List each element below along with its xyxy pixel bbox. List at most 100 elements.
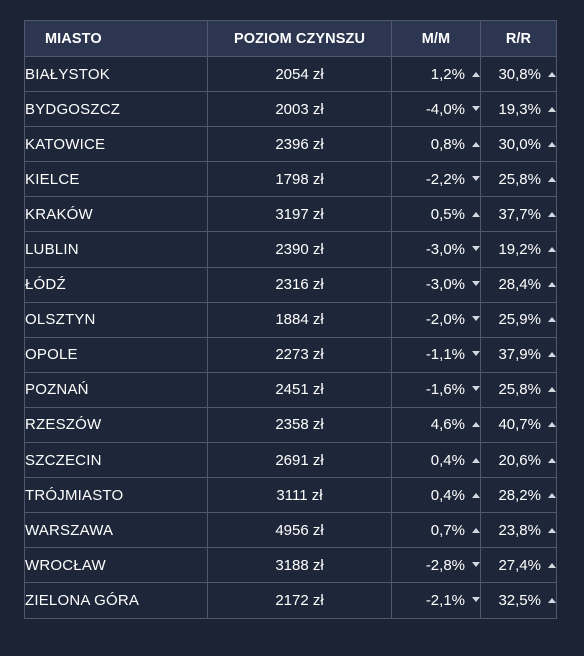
year-over-year-cell: 37,7% — [480, 196, 557, 233]
month-over-month-cell: -1,1% — [391, 336, 481, 373]
month-over-month-cell: -2,1% — [391, 582, 481, 619]
year-over-year-cell: 40,7% — [480, 406, 557, 444]
table-header: MIASTO POZIOM CZYNSZU M/M R/R — [24, 20, 557, 57]
month-over-month-value: 0,7% — [430, 521, 465, 539]
table-row: POZNAŃ 2451 zł -1,6% 25,8% — [24, 371, 557, 408]
city-cell: KRAKÓW — [24, 196, 208, 233]
table-row: ŁÓDŹ 2316 zł -3,0% 28,4% — [24, 266, 557, 303]
year-over-year-value: 27,4% — [498, 556, 541, 574]
triangle-down-icon — [472, 105, 480, 111]
month-over-month-value: 0,4% — [430, 486, 465, 504]
rent-level-cell: 1798 zł — [207, 161, 392, 198]
table-row: OLSZTYN 1884 zł -2,0% 25,9% — [24, 301, 557, 338]
year-over-year-value: 23,8% — [498, 521, 541, 539]
year-over-year-cell: 25,9% — [480, 301, 557, 338]
year-over-year-cell: 25,8% — [480, 371, 557, 408]
triangle-down-icon — [472, 386, 480, 392]
year-over-year-value: 20,6% — [498, 451, 541, 469]
month-over-month-value: -2,8% — [425, 556, 465, 574]
rent-level-cell: 2390 zł — [207, 231, 392, 268]
month-over-month-value: -4,0% — [425, 100, 465, 118]
city-cell: WARSZAWA — [24, 512, 208, 549]
month-over-month-value: 0,8% — [430, 135, 465, 153]
city-cell: BIAŁYSTOK — [24, 55, 208, 93]
month-over-month-value: -3,0% — [425, 241, 465, 259]
rent-level-cell: 2316 zł — [207, 266, 392, 303]
city-cell: TRÓJMIASTO — [24, 477, 208, 514]
year-over-year-value: 40,7% — [498, 416, 541, 434]
table-row: ZIELONA GÓRA 2172 zł -2,1% 32,5% — [24, 582, 557, 619]
rent-level-cell: 2396 zł — [207, 126, 392, 163]
rent-table: MIASTO POZIOM CZYNSZU M/M R/R BIAŁYSTOK 2… — [24, 20, 557, 619]
month-over-month-cell: -2,2% — [391, 161, 481, 198]
column-header-rent-level: POZIOM CZYNSZU — [207, 20, 392, 57]
triangle-up-icon — [548, 597, 556, 603]
city-cell: KATOWICE — [24, 126, 208, 163]
year-over-year-cell: 28,4% — [480, 266, 557, 303]
year-over-year-value: 19,3% — [498, 100, 541, 118]
triangle-up-icon — [472, 527, 480, 533]
month-over-month-cell: -2,0% — [391, 301, 481, 338]
column-header-year-over-year: R/R — [480, 20, 557, 57]
triangle-up-icon — [548, 527, 556, 533]
table-row: RZESZÓW 2358 zł 4,6% 40,7% — [24, 406, 557, 444]
triangle-up-icon — [472, 492, 480, 498]
year-over-year-value: 19,2% — [498, 241, 541, 259]
rent-level-cell: 3197 zł — [207, 196, 392, 233]
month-over-month-cell: 0,8% — [391, 126, 481, 163]
year-over-year-cell: 19,3% — [480, 91, 557, 128]
month-over-month-cell: -1,6% — [391, 371, 481, 408]
triangle-up-icon — [548, 457, 556, 463]
year-over-year-value: 28,4% — [498, 276, 541, 294]
header-row: MIASTO POZIOM CZYNSZU M/M R/R — [24, 20, 557, 57]
year-over-year-value: 25,8% — [498, 381, 541, 399]
table-body: BIAŁYSTOK 2054 zł 1,2% 30,8% BYDGOSZCZ 2003 z… — [24, 55, 557, 619]
table-row: BIAŁYSTOK 2054 zł 1,2% 30,8% — [24, 55, 557, 93]
year-over-year-value: 25,8% — [498, 170, 541, 188]
triangle-down-icon — [472, 281, 480, 287]
city-cell: RZESZÓW — [24, 406, 208, 444]
city-cell: POZNAŃ — [24, 371, 208, 408]
year-over-year-value: 30,0% — [498, 135, 541, 153]
year-over-year-cell: 28,2% — [480, 477, 557, 514]
month-over-month-cell: -2,8% — [391, 547, 481, 584]
triangle-down-icon — [472, 596, 480, 602]
month-over-month-value: 0,5% — [430, 205, 465, 223]
table-row: KATOWICE 2396 zł 0,8% 30,0% — [24, 126, 557, 163]
month-over-month-value: -2,2% — [425, 170, 465, 188]
year-over-year-cell: 19,2% — [480, 231, 557, 268]
month-over-month-cell: 0,4% — [391, 442, 481, 479]
rent-level-cell: 4956 zł — [207, 512, 392, 549]
month-over-month-value: -2,1% — [425, 591, 465, 609]
triangle-up-icon — [472, 141, 480, 147]
table-row: KRAKÓW 3197 zł 0,5% 37,7% — [24, 196, 557, 233]
city-cell: ŁÓDŹ — [24, 266, 208, 303]
triangle-up-icon — [472, 457, 480, 463]
triangle-up-icon — [548, 247, 556, 253]
triangle-up-icon — [548, 562, 556, 568]
triangle-up-icon — [548, 317, 556, 323]
month-over-month-value: 0,4% — [430, 451, 465, 469]
year-over-year-value: 37,7% — [498, 205, 541, 223]
triangle-up-icon — [548, 71, 556, 77]
month-over-month-value: -2,0% — [425, 311, 465, 329]
city-cell: OLSZTYN — [24, 301, 208, 338]
rent-level-cell: 1884 zł — [207, 301, 392, 338]
year-over-year-cell: 32,5% — [480, 582, 557, 619]
year-over-year-value: 37,9% — [498, 346, 541, 364]
triangle-down-icon — [472, 316, 480, 322]
year-over-year-value: 30,8% — [498, 65, 541, 83]
month-over-month-cell: -4,0% — [391, 91, 481, 128]
triangle-up-icon — [548, 352, 556, 358]
triangle-up-icon — [548, 492, 556, 498]
city-cell: ZIELONA GÓRA — [24, 582, 208, 619]
triangle-up-icon — [472, 422, 480, 428]
month-over-month-cell: 1,2% — [391, 55, 481, 93]
rent-table-container: MIASTO POZIOM CZYNSZU M/M R/R BIAŁYSTOK 2… — [24, 20, 557, 619]
city-cell: BYDGOSZCZ — [24, 91, 208, 128]
city-cell: WROCŁAW — [24, 547, 208, 584]
triangle-down-icon — [472, 246, 480, 252]
year-over-year-cell: 23,8% — [480, 512, 557, 549]
triangle-up-icon — [548, 106, 556, 112]
city-cell: KIELCE — [24, 161, 208, 198]
